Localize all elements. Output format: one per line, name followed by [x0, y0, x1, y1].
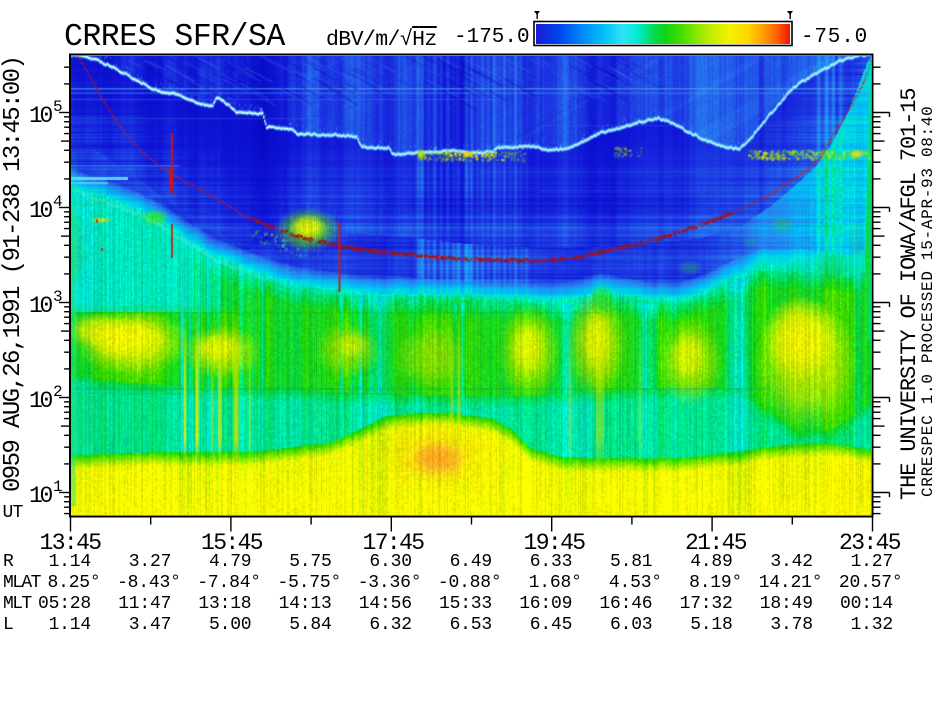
svg-text:0959 AUG,26,1991 (91-238 13:: 0959 AUG,26,1991 (91-238 13:45:00)	[0, 57, 27, 492]
svg-text:THE UNIVERSITY OF IOWA/AFGL 70: THE UNIVERSITY OF IOWA/AFGL 701-15	[897, 89, 922, 500]
svg-text:CRRESPEC 1.0 PROCESSED 15-APR: CRRESPEC 1.0 PROCESSED 15-APR-93 08:40	[919, 106, 937, 497]
